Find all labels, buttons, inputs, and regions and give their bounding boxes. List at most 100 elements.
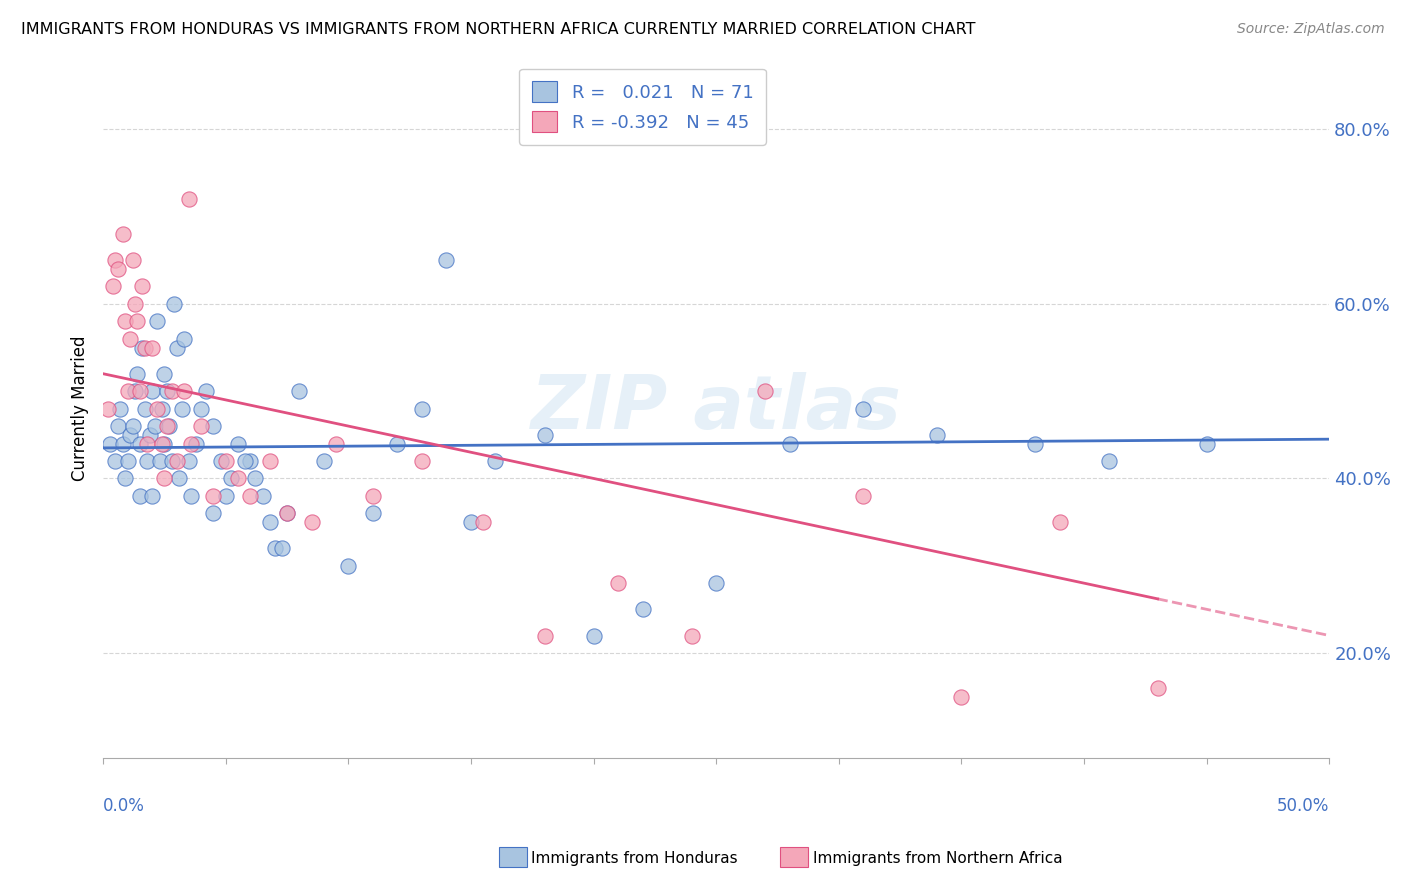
- Point: [141, 384, 163, 399]
- Point: [271, 541, 294, 556]
- Point: [97, 401, 120, 416]
- Point: [704, 576, 727, 591]
- Point: [131, 341, 153, 355]
- Point: [156, 384, 179, 399]
- Point: [121, 253, 143, 268]
- Text: ZIP atlas: ZIP atlas: [530, 372, 901, 445]
- Point: [202, 419, 225, 434]
- Point: [195, 384, 218, 399]
- Point: [533, 427, 555, 442]
- Text: Source: ZipAtlas.com: Source: ZipAtlas.com: [1237, 22, 1385, 37]
- Point: [107, 262, 129, 277]
- Point: [1097, 454, 1119, 468]
- Point: [950, 690, 973, 704]
- Point: [138, 427, 160, 442]
- Point: [925, 427, 948, 442]
- Point: [148, 454, 170, 468]
- Point: [411, 454, 433, 468]
- Point: [312, 454, 335, 468]
- Point: [166, 341, 188, 355]
- Point: [150, 401, 173, 416]
- Point: [215, 489, 238, 503]
- Point: [160, 384, 183, 399]
- Point: [150, 436, 173, 450]
- Point: [101, 279, 124, 293]
- Point: [124, 384, 146, 399]
- Point: [460, 515, 482, 529]
- Point: [631, 602, 654, 616]
- Point: [111, 436, 134, 450]
- Point: [239, 489, 262, 503]
- Point: [120, 427, 142, 442]
- Point: [114, 314, 136, 328]
- Y-axis label: Currently Married: Currently Married: [72, 336, 89, 482]
- Point: [190, 401, 212, 416]
- Point: [484, 454, 506, 468]
- Point: [180, 436, 202, 450]
- Point: [166, 454, 188, 468]
- Point: [124, 297, 146, 311]
- Point: [107, 419, 129, 434]
- Point: [361, 489, 384, 503]
- Point: [190, 419, 212, 434]
- Point: [111, 227, 134, 241]
- Point: [202, 507, 225, 521]
- Text: IMMIGRANTS FROM HONDURAS VS IMMIGRANTS FROM NORTHERN AFRICA CURRENTLY MARRIED CO: IMMIGRANTS FROM HONDURAS VS IMMIGRANTS F…: [21, 22, 976, 37]
- Point: [127, 367, 149, 381]
- Point: [141, 341, 163, 355]
- Point: [146, 401, 169, 416]
- Point: [156, 419, 179, 434]
- Point: [779, 436, 801, 450]
- Point: [852, 401, 875, 416]
- Point: [411, 401, 433, 416]
- Point: [170, 401, 193, 416]
- Point: [117, 384, 139, 399]
- Point: [472, 515, 495, 529]
- Text: 50.0%: 50.0%: [1277, 797, 1329, 814]
- Point: [754, 384, 776, 399]
- Point: [226, 471, 249, 485]
- Point: [263, 541, 285, 556]
- Point: [100, 436, 122, 450]
- Point: [114, 471, 136, 485]
- Point: [153, 367, 176, 381]
- Point: [209, 454, 232, 468]
- Point: [153, 471, 176, 485]
- Point: [143, 419, 166, 434]
- Point: [177, 192, 200, 206]
- Point: [243, 471, 266, 485]
- Point: [301, 515, 323, 529]
- Text: Immigrants from Honduras: Immigrants from Honduras: [531, 852, 738, 866]
- Point: [387, 436, 409, 450]
- Point: [134, 401, 156, 416]
- Point: [288, 384, 311, 399]
- Point: [259, 454, 281, 468]
- Point: [134, 341, 156, 355]
- Point: [226, 436, 249, 450]
- Point: [153, 436, 176, 450]
- Point: [104, 454, 127, 468]
- Point: [361, 507, 384, 521]
- Point: [215, 454, 238, 468]
- Point: [177, 454, 200, 468]
- Point: [136, 436, 159, 450]
- Point: [173, 332, 195, 346]
- Text: 0.0%: 0.0%: [103, 797, 145, 814]
- Point: [852, 489, 875, 503]
- Point: [1024, 436, 1046, 450]
- Point: [127, 314, 149, 328]
- Point: [202, 489, 225, 503]
- Legend: R =   0.021   N = 71, R = -0.392   N = 45: R = 0.021 N = 71, R = -0.392 N = 45: [519, 69, 766, 145]
- Point: [1146, 681, 1168, 695]
- Point: [120, 332, 142, 346]
- Point: [129, 489, 152, 503]
- Point: [117, 454, 139, 468]
- Point: [129, 384, 152, 399]
- Point: [582, 628, 605, 642]
- Point: [239, 454, 262, 468]
- Point: [252, 489, 274, 503]
- Point: [607, 576, 630, 591]
- Point: [325, 436, 347, 450]
- Point: [146, 314, 169, 328]
- Point: [131, 279, 153, 293]
